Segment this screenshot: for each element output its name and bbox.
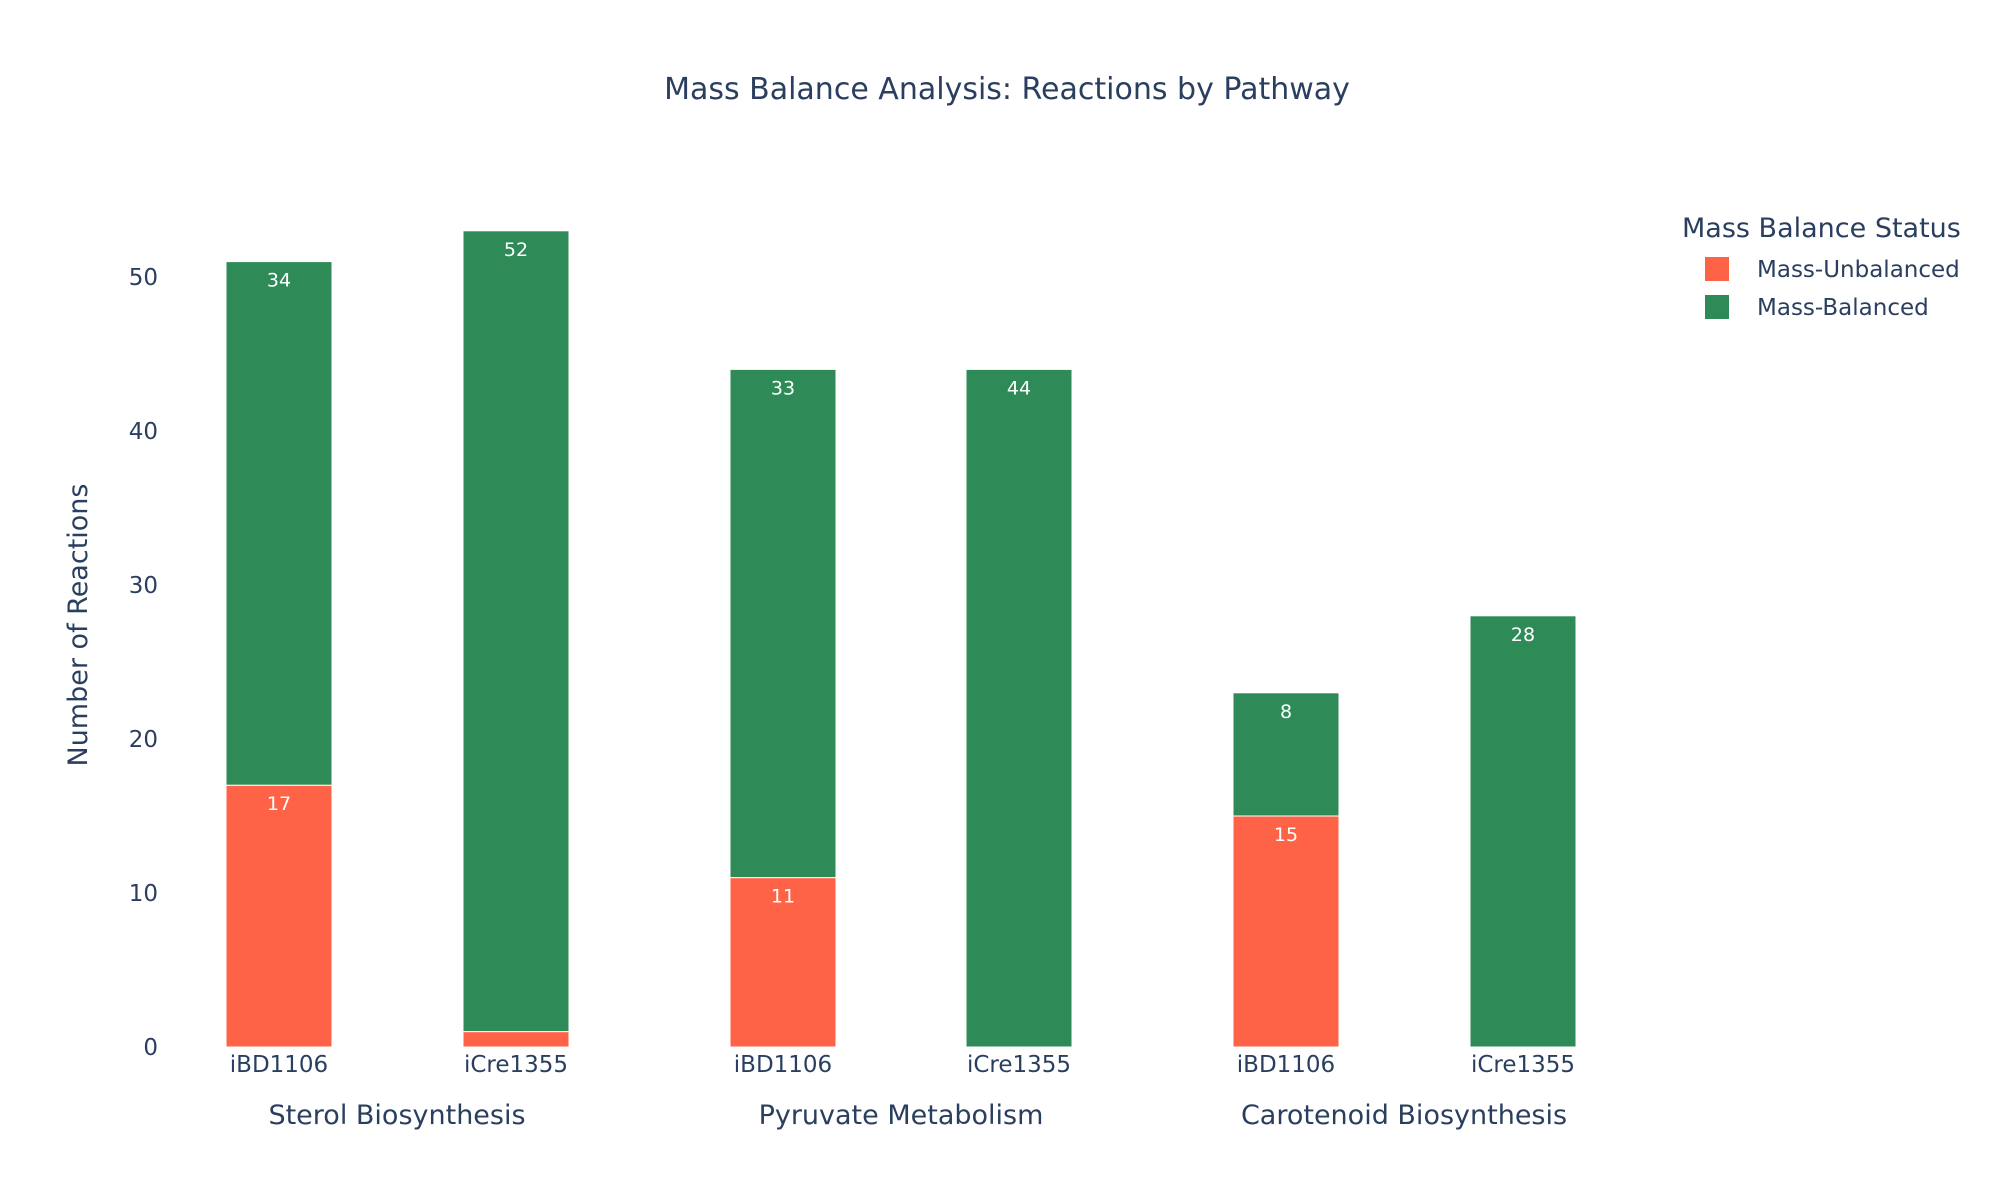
y-tick-label: 40 [129,419,158,445]
legend-swatch-mass-balanced [1705,295,1729,319]
bar-mass-unbalanced-1 [462,1031,570,1048]
legend-item-mass-unbalanced[interactable]: Mass-Unbalanced [1705,257,1960,283]
chart-title: Mass Balance Analysis: Reactions by Path… [664,72,1350,107]
bar-value-label: 52 [504,239,528,261]
x-tick-label: iCre1355 [967,1052,1071,1078]
x-tick-label: iBD1106 [230,1052,328,1078]
legend: Mass Balance Status Mass-Unbalanced Mass… [1682,213,1961,321]
bar-mass-balanced-3 [965,368,1073,1048]
y-axis-title: Number of Reactions [63,484,94,767]
bar-mass-balanced-0 [225,261,333,786]
x-group-label: Pyruvate Metabolism [759,1100,1044,1131]
legend-label-mass-unbalanced: Mass-Unbalanced [1757,257,1960,283]
bar-mass-balanced-4 [1232,692,1340,817]
bar-value-label: 8 [1280,701,1292,723]
x-group-label: Carotenoid Biosynthesis [1241,1100,1567,1131]
y-axis-ticks: 0 10 20 30 40 50 [129,265,158,1061]
x-tick-label: iBD1106 [734,1052,832,1078]
bar-mass-balanced-5 [1469,615,1577,1048]
bar-value-label: 34 [267,270,291,292]
x-group-label: Sterol Biosynthesis [268,1100,525,1131]
bar-mass-balanced-2 [729,368,837,879]
legend-swatch-mass-unbalanced [1705,257,1729,281]
x-tick-label: iCre1355 [464,1052,568,1078]
bar-mass-balanced-1 [462,230,570,1033]
bar-mass-unbalanced-0 [225,784,333,1048]
y-tick-label: 50 [129,265,158,291]
bar-value-label: 11 [771,886,795,908]
bar-value-label: 17 [267,793,291,815]
x-axis-ticks: iBD1106 iCre1355 iBD1106 iCre1355 iBD1106 iCr… [230,1052,1575,1078]
bar-mass-unbalanced-2 [729,877,837,1048]
x-tick-label: iBD1106 [1237,1052,1335,1078]
y-tick-label: 10 [129,881,158,907]
legend-item-mass-balanced[interactable]: Mass-Balanced [1705,295,1929,321]
legend-label-mass-balanced: Mass-Balanced [1757,295,1929,321]
bars-layer [225,230,1577,1048]
bar-value-label: 28 [1511,624,1535,646]
bar-value-label: 15 [1274,824,1298,846]
bar-mass-unbalanced-4 [1232,815,1340,1048]
y-tick-label: 30 [129,573,158,599]
x-axis-group-labels: Sterol Biosynthesis Pyruvate Metabolism Ca… [268,1100,1567,1131]
legend-title: Mass Balance Status [1682,213,1961,244]
bar-labels-layer: 17 34 52 11 33 44 15 8 28 [267,239,1535,908]
y-tick-label: 20 [129,727,158,753]
bar-value-label: 33 [771,377,795,399]
bar-value-label: 44 [1007,377,1031,399]
y-tick-label: 0 [143,1035,158,1061]
x-tick-label: iCre1355 [1471,1052,1575,1078]
